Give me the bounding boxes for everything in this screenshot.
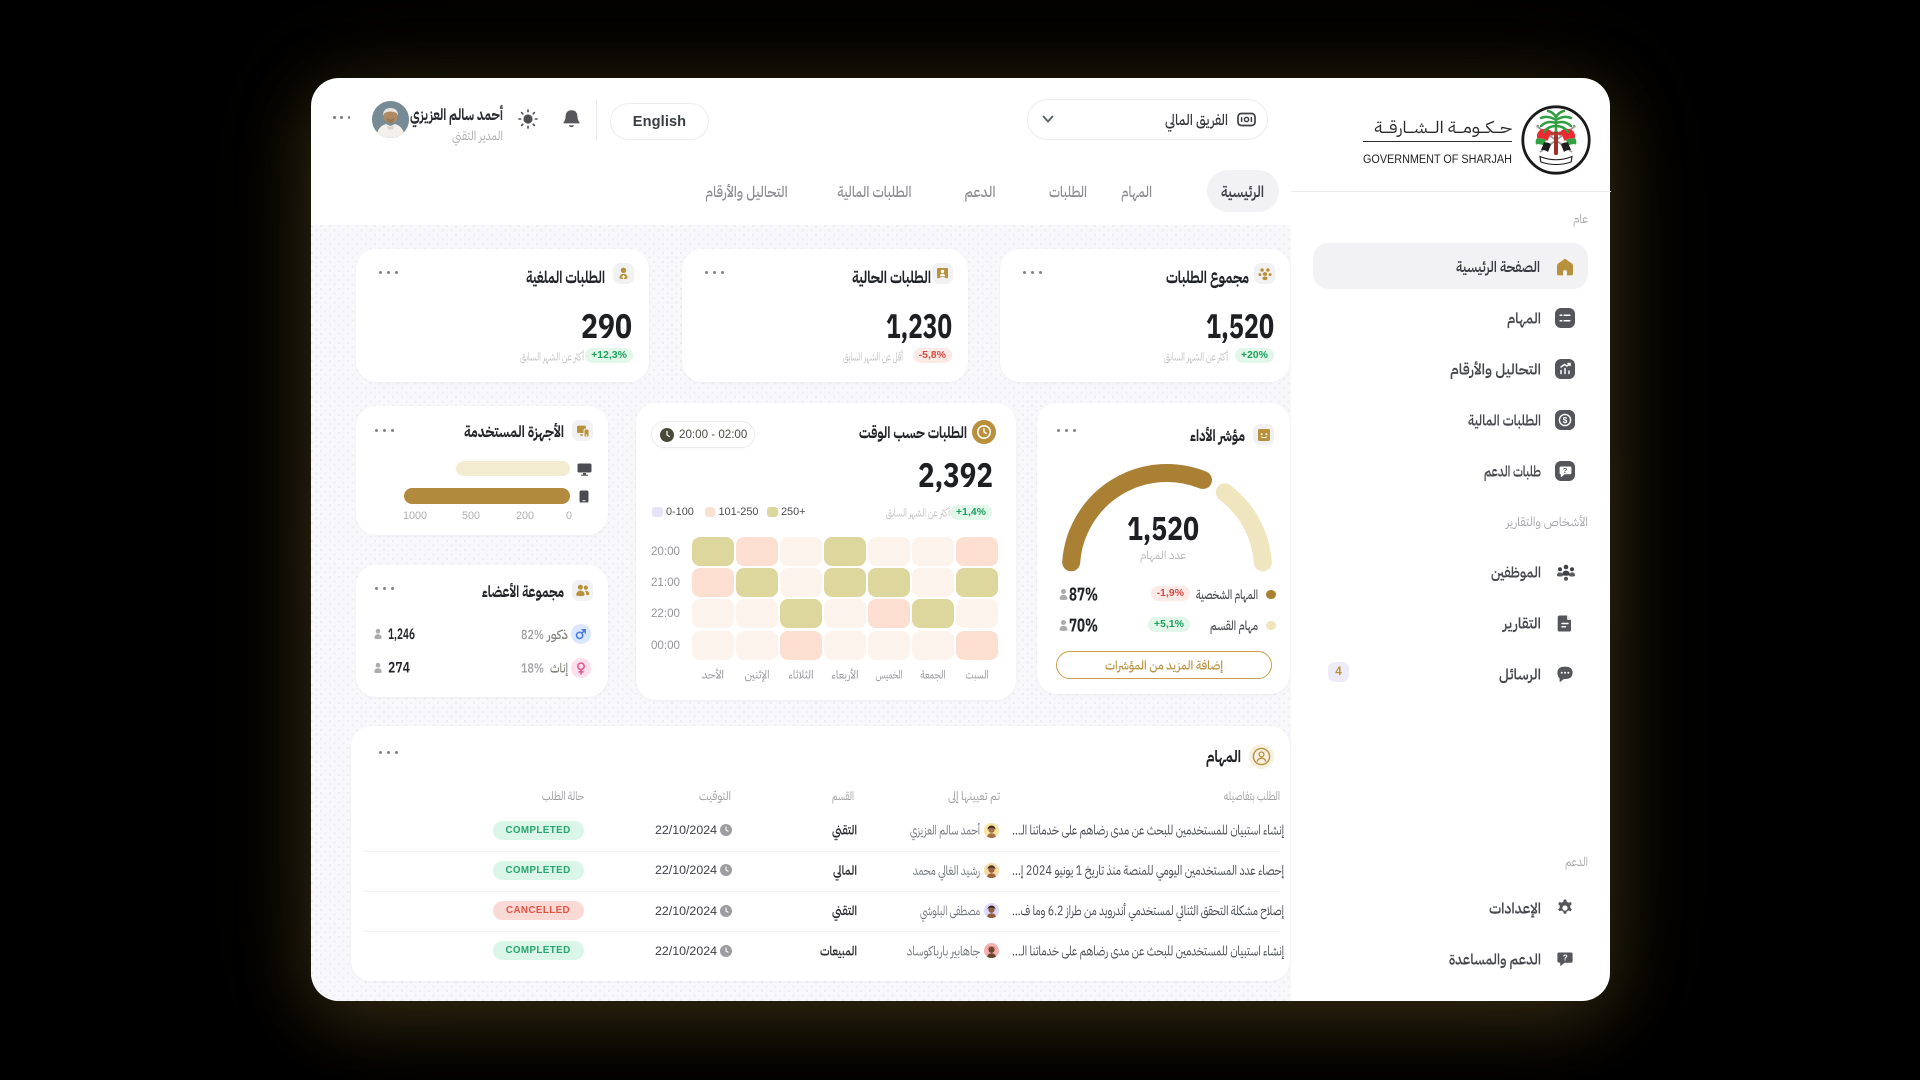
svg-text:?: ? — [1563, 954, 1568, 963]
svg-text:?: ? — [1563, 466, 1568, 475]
svg-text:$: $ — [1563, 415, 1568, 425]
